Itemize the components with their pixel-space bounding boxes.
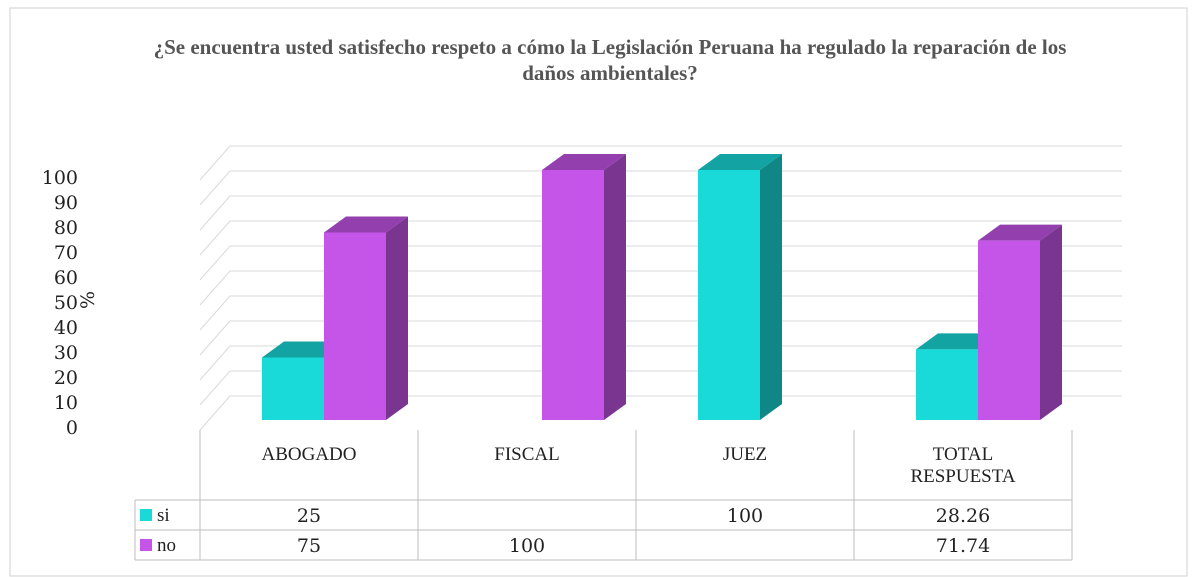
- data-label: 100: [727, 505, 763, 527]
- x-tick-label: JUEZ: [723, 444, 767, 465]
- grid-line: [199, 195, 1122, 231]
- bar-side: [760, 154, 782, 420]
- y-tick-label: 20: [54, 367, 78, 389]
- y-axis-label: %: [77, 291, 99, 309]
- x-tick-label: FISCAL: [494, 444, 559, 465]
- data-label: 71.74: [936, 535, 990, 557]
- grid-line: [199, 245, 1122, 281]
- bar: [978, 240, 1040, 420]
- grid-line: [199, 220, 1122, 256]
- grid-line: [199, 395, 1122, 431]
- legend-label: si: [157, 505, 170, 526]
- grid-line: [199, 170, 1122, 206]
- grid-line: [199, 345, 1122, 381]
- bar-side: [604, 154, 626, 420]
- data-label: 25: [297, 505, 321, 527]
- legend-label: no: [157, 535, 176, 556]
- bar-top: [324, 216, 408, 233]
- y-tick-label: 0: [66, 417, 78, 439]
- bar-side: [1040, 224, 1062, 420]
- bar-top: [978, 224, 1062, 241]
- chart-frame: [9, 7, 1188, 577]
- legend-key: [140, 539, 152, 551]
- grid-line: [199, 320, 1122, 356]
- chart-title: ¿Se encuentra usted satisfecho respeto a…: [153, 35, 1067, 85]
- y-tick-label: 80: [54, 217, 78, 239]
- x-tick-label: TOTAL RESPUESTA: [910, 444, 1015, 487]
- x-tick-label: ABOGADO: [262, 444, 357, 465]
- y-tick-label: 40: [54, 317, 78, 339]
- y-tick-label: 50: [54, 292, 78, 314]
- y-tick-label: 60: [54, 267, 78, 289]
- y-tick-label: 10: [54, 392, 78, 414]
- grid-line: [199, 145, 1122, 181]
- bar: [916, 349, 978, 420]
- bar: [262, 357, 324, 420]
- bar: [542, 170, 604, 420]
- bar: [698, 170, 760, 420]
- data-label: 100: [509, 535, 545, 557]
- legend-key: [140, 509, 152, 521]
- y-tick-label: 90: [54, 192, 78, 214]
- y-tick-label: 70: [54, 242, 78, 264]
- data-label: 28.26: [936, 505, 990, 527]
- data-label: 75: [297, 535, 321, 557]
- bar-side: [386, 216, 408, 420]
- bar: [324, 232, 386, 420]
- grid-line: [199, 370, 1122, 406]
- y-tick-label: 30: [54, 342, 78, 364]
- grid-line: [199, 270, 1122, 306]
- bar-top: [542, 154, 626, 170]
- bar-top: [698, 154, 782, 170]
- grid-line: [199, 295, 1122, 331]
- y-tick-label: 100: [42, 167, 78, 189]
